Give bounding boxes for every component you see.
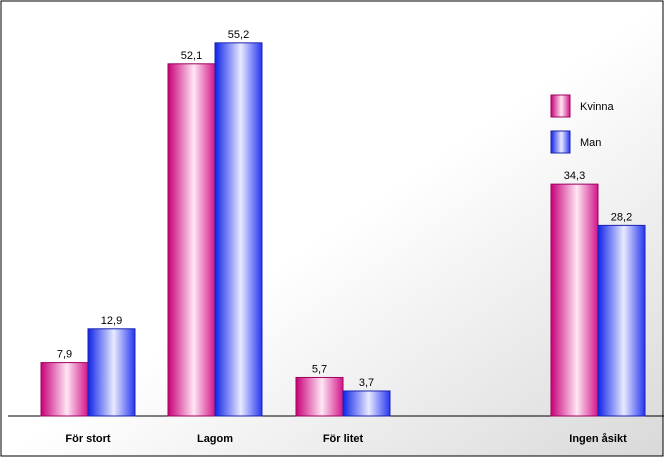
bar-kvinna-lagom	[167, 63, 216, 417]
bar-kvinna-f-r-stort	[40, 362, 89, 417]
bar-kvinna-ingen-sikt	[550, 183, 599, 417]
data-label-kvinna-lagom: 52,1	[181, 50, 202, 62]
legend-label-kvinna: Kvinna	[580, 101, 615, 113]
bar-man-f-r-litet	[342, 390, 391, 417]
category-labels-layer: För stort Lagom För litet Ingen åsikt	[65, 433, 627, 445]
data-label-kvinna-f-r-stort: 7,9	[57, 349, 72, 361]
data-label-kvinna-f-r-litet: 5,7	[312, 363, 327, 375]
category-label-f-r-stort: För stort	[65, 433, 111, 445]
legend-swatch-kvinna	[550, 94, 571, 118]
bar-man-lagom	[214, 42, 263, 417]
category-label-f-r-litet: För litet	[323, 433, 364, 445]
legend: Kvinna Man	[550, 94, 615, 154]
category-label-ingen-sikt: Ingen åsikt	[569, 433, 627, 445]
data-labels-layer: 7,9 12,9 52,1 55,2 5,7 3,7 34,3 28,2	[57, 29, 632, 389]
data-label-man-f-r-litet: 3,7	[359, 377, 374, 389]
bar-kvinna-f-r-litet	[295, 376, 344, 417]
legend-label-man: Man	[580, 137, 601, 149]
data-label-man-lagom: 55,2	[228, 29, 249, 41]
bars-layer	[40, 42, 646, 417]
data-label-man-ingen-sikt: 28,2	[611, 211, 632, 223]
bar-man-f-r-stort	[87, 328, 136, 417]
bar-man-ingen-sikt	[597, 224, 646, 417]
category-label-lagom: Lagom	[197, 433, 233, 445]
legend-swatch-man	[550, 130, 571, 154]
data-label-man-f-r-stort: 12,9	[101, 315, 122, 327]
data-label-kvinna-ingen-sikt: 34,3	[564, 170, 585, 182]
